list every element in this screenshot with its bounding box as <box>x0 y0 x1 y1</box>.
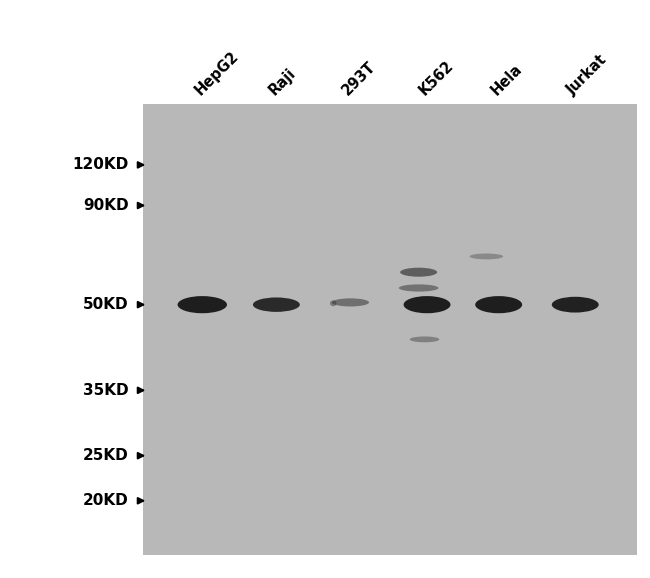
Text: 120KD: 120KD <box>72 157 129 172</box>
Ellipse shape <box>410 336 439 342</box>
Text: HepG2: HepG2 <box>192 49 241 98</box>
Ellipse shape <box>552 297 599 313</box>
Text: Jurkat: Jurkat <box>565 53 610 98</box>
Ellipse shape <box>253 298 300 312</box>
Ellipse shape <box>330 301 337 306</box>
Text: K562: K562 <box>417 58 457 98</box>
Ellipse shape <box>332 298 369 306</box>
Ellipse shape <box>475 296 522 313</box>
Text: 293T: 293T <box>340 59 379 98</box>
Ellipse shape <box>469 254 503 260</box>
Text: Raji: Raji <box>266 66 298 98</box>
Text: 50KD: 50KD <box>83 297 129 312</box>
Ellipse shape <box>399 284 438 291</box>
Text: 20KD: 20KD <box>83 493 129 508</box>
Text: 35KD: 35KD <box>83 383 129 398</box>
Text: Hela: Hela <box>488 61 525 98</box>
Text: 90KD: 90KD <box>83 198 129 213</box>
Ellipse shape <box>177 296 227 313</box>
Ellipse shape <box>404 296 450 313</box>
Text: 25KD: 25KD <box>83 448 129 463</box>
Ellipse shape <box>400 268 437 277</box>
